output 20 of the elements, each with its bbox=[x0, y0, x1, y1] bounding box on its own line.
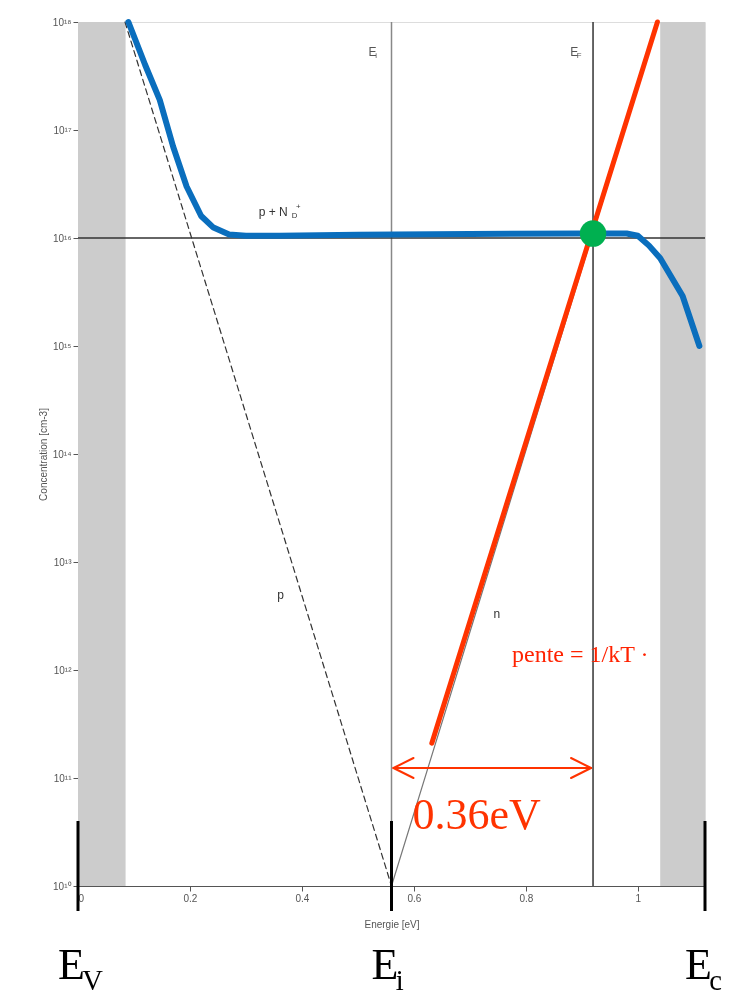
series-label: p bbox=[277, 588, 285, 603]
annotation: 0.36eV bbox=[412, 790, 541, 839]
x-axis-title: Energie [eV] bbox=[364, 918, 420, 930]
y-tick-label: 10¹⁸ bbox=[52, 16, 72, 28]
x-tick-label: 1 bbox=[635, 892, 642, 904]
y-tick-label: 10¹⁰ bbox=[53, 880, 72, 892]
y-tick-label: 10¹⁶ bbox=[52, 232, 72, 244]
y-tick-label: 10¹⁷ bbox=[53, 124, 72, 136]
series-label: n bbox=[493, 607, 501, 621]
y-axis-title: Concentration [cm-3] bbox=[37, 407, 49, 501]
x-tick-label: 0.4 bbox=[295, 892, 310, 904]
x-tick-label: 0.8 bbox=[519, 892, 534, 904]
y-tick-label: 10¹³ bbox=[53, 556, 73, 568]
x-tick-label: 0.2 bbox=[183, 892, 198, 904]
y-tick-label: 10¹¹ bbox=[53, 772, 73, 784]
y-tick-label: 10¹² bbox=[53, 664, 73, 676]
y-tick-label: 10¹⁵ bbox=[52, 340, 72, 352]
y-tick-label: 10¹⁴ bbox=[52, 448, 72, 460]
x-tick-label: 0.6 bbox=[407, 892, 422, 904]
x-tick-label: 0 bbox=[78, 892, 85, 904]
